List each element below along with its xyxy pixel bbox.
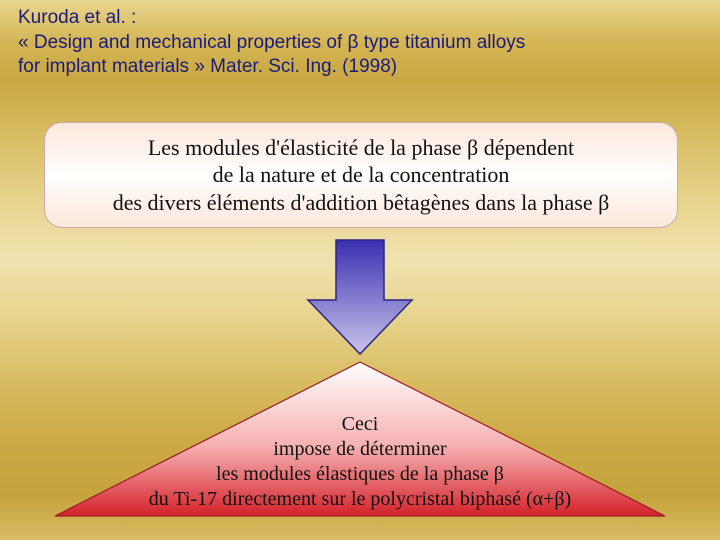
tri-line2: impose de déterminer — [273, 438, 446, 460]
conclusion-triangle: Ceci impose de déterminer les modules él… — [51, 360, 669, 518]
conclusion-text: Ceci impose de déterminer les modules él… — [51, 412, 669, 512]
tri-line4: du Ti-17 directement sur le polycristal … — [149, 488, 571, 510]
citation-line3: for implant materials » Mater. Sci. Ing.… — [18, 56, 397, 77]
elasticity-box: Les modules d'élasticité de la phase β d… — [44, 122, 678, 228]
slide-background: Kuroda et al. : « Design and mechanical … — [0, 0, 720, 540]
box1-line1: Les modules d'élasticité de la phase β d… — [148, 135, 574, 160]
tri-line3: les modules élastiques de la phase β — [216, 463, 504, 485]
box1-line3: des divers éléments d'addition bêtagènes… — [113, 190, 610, 215]
citation-block: Kuroda et al. : « Design and mechanical … — [18, 6, 702, 80]
citation-line1: Kuroda et al. : — [18, 7, 136, 28]
tri-line1: Ceci — [342, 413, 379, 435]
elasticity-text: Les modules d'élasticité de la phase β d… — [113, 134, 610, 217]
down-arrow-icon — [300, 238, 420, 356]
citation-line2: « Design and mechanical properties of β … — [18, 32, 525, 53]
box1-line2: de la nature et de la concentration — [213, 162, 510, 187]
